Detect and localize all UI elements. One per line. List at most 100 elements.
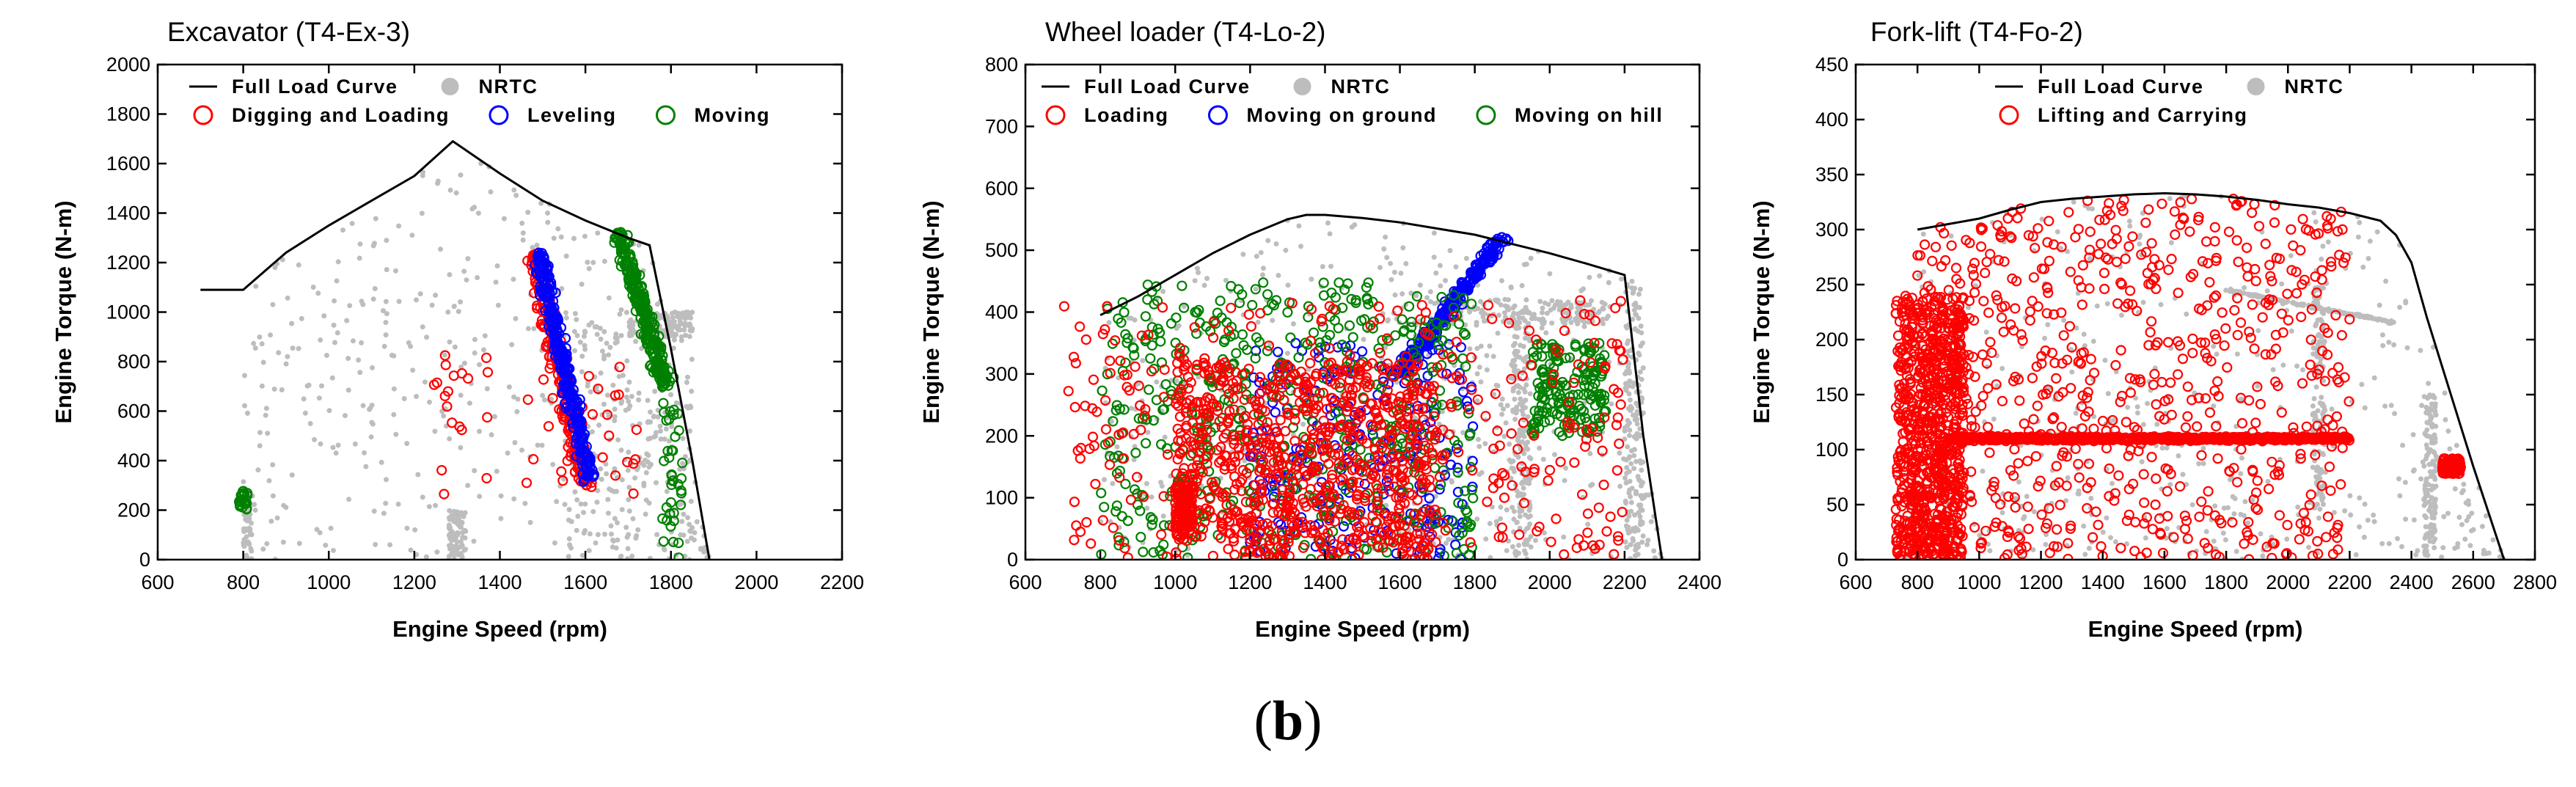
- point: [1290, 337, 1301, 348]
- point: [610, 470, 621, 481]
- point: [1626, 490, 1632, 496]
- point: [1551, 387, 1562, 398]
- point: [1336, 340, 1347, 351]
- point: [1145, 512, 1156, 523]
- point: [1290, 321, 1296, 326]
- point: [574, 317, 579, 323]
- point: [1330, 408, 1341, 419]
- point: [1484, 367, 1490, 373]
- point: [1457, 527, 1468, 538]
- point: [1172, 367, 1183, 378]
- point: [1556, 307, 1562, 312]
- point: [1563, 301, 1569, 307]
- point: [1583, 389, 1595, 400]
- point: [1514, 488, 1520, 494]
- point: [615, 520, 620, 526]
- point: [1526, 455, 1532, 461]
- point: [624, 358, 630, 364]
- point: [597, 452, 608, 463]
- point: [685, 374, 690, 380]
- point: [1623, 387, 1629, 393]
- point: [1230, 367, 1241, 378]
- point: [1478, 379, 1484, 385]
- point: [427, 399, 432, 405]
- point: [1537, 445, 1543, 451]
- point: [1639, 539, 1645, 545]
- point: [550, 461, 556, 467]
- point: [472, 468, 477, 474]
- point: [595, 230, 601, 236]
- point: [694, 519, 700, 524]
- point: [1622, 425, 1628, 431]
- point: [1451, 396, 1463, 407]
- point: [1133, 413, 1144, 424]
- point: [572, 311, 578, 316]
- point: [1219, 450, 1231, 461]
- point: [1474, 398, 1480, 404]
- point: [245, 410, 250, 416]
- point: [1651, 548, 1657, 554]
- point: [626, 485, 632, 490]
- point: [241, 479, 246, 485]
- point: [408, 547, 414, 553]
- point: [270, 301, 276, 307]
- point: [587, 531, 593, 537]
- point: [533, 251, 544, 262]
- point: [625, 251, 636, 262]
- point: [619, 507, 625, 513]
- point: [1552, 452, 1557, 458]
- point: [1351, 494, 1363, 505]
- point: [272, 265, 278, 271]
- point: [1547, 271, 1553, 277]
- point: [1255, 319, 1261, 325]
- point: [655, 414, 661, 420]
- point: [372, 286, 378, 291]
- point: [395, 501, 401, 507]
- point: [1291, 460, 1302, 472]
- point: [1333, 323, 1344, 334]
- point: [345, 356, 351, 362]
- point: [1270, 533, 1281, 545]
- point: [1474, 322, 1479, 328]
- point: [677, 315, 683, 321]
- point: [1237, 289, 1248, 300]
- point: [1460, 505, 1471, 516]
- point: [472, 337, 477, 343]
- point: [576, 432, 588, 444]
- point: [634, 466, 640, 472]
- point: [687, 313, 692, 319]
- point: [1631, 380, 1636, 386]
- point: [1308, 524, 1319, 536]
- point: [1177, 280, 1188, 291]
- point: [1253, 286, 1259, 292]
- point: [636, 390, 642, 396]
- point: [1512, 417, 1518, 422]
- point: [1409, 516, 1421, 527]
- point: [1527, 521, 1533, 527]
- point: [349, 221, 355, 227]
- point: [1453, 264, 1459, 270]
- point: [1579, 354, 1590, 365]
- point: [1501, 433, 1507, 439]
- point: [1631, 466, 1637, 472]
- point: [1171, 312, 1182, 323]
- point: [540, 392, 546, 398]
- point: [1377, 265, 1383, 271]
- point: [482, 367, 494, 378]
- point: [481, 472, 492, 484]
- point: [1333, 448, 1344, 460]
- point: [489, 432, 494, 438]
- point: [513, 315, 519, 321]
- point: [654, 430, 659, 436]
- point: [458, 539, 464, 544]
- point: [642, 310, 653, 321]
- point: [522, 500, 528, 506]
- point: [321, 313, 327, 319]
- point: [360, 403, 366, 409]
- point: [648, 436, 654, 441]
- point: [682, 315, 687, 321]
- point: [384, 238, 389, 244]
- point: [1196, 531, 1207, 542]
- x-tick-label: 1600: [563, 571, 607, 593]
- point: [1377, 376, 1389, 387]
